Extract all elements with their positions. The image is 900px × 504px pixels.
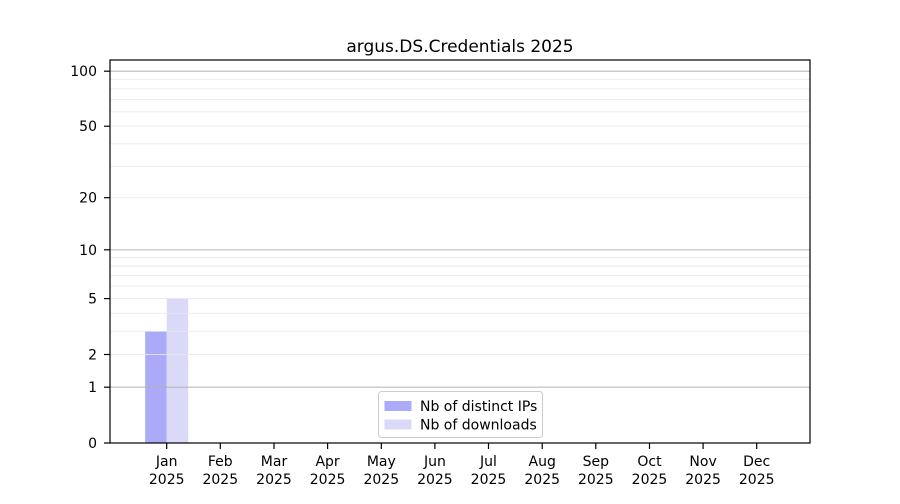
chart-title: argus.DS.Credentials 2025 xyxy=(346,37,573,57)
y-tick-label-5: 5 xyxy=(88,292,97,308)
x-tick-label-month-sep: Sep xyxy=(583,454,610,470)
x-tick-label-year-mar: 2025 xyxy=(256,472,292,488)
x-tick-label-year-may: 2025 xyxy=(363,472,399,488)
x-tick-label-year-dec: 2025 xyxy=(739,472,775,488)
x-tick-label-month-oct: Oct xyxy=(637,454,662,470)
legend-swatch-downloads xyxy=(384,419,412,430)
x-tick-label-month-aug: Aug xyxy=(529,454,556,470)
bar-nb-of-downloads-jan xyxy=(166,298,189,443)
plot-area: 0 1 2 5 10 20 50 100 Jan 2025 Feb 2025 Mar 2025 Apr 202… xyxy=(70,59,811,488)
legend-label-downloads: Nb of downloads xyxy=(420,418,537,434)
y-tick-label-50: 50 xyxy=(79,119,97,135)
x-tick-label-year-jan: 2025 xyxy=(149,472,185,488)
x-tick-label-month-mar: Mar xyxy=(261,454,288,470)
x-tick-label-year-oct: 2025 xyxy=(632,472,668,488)
x-tick-label-year-sep: 2025 xyxy=(578,472,614,488)
x-tick-label-year-aug: 2025 xyxy=(524,472,560,488)
x-tick-label-month-nov: Nov xyxy=(689,454,716,470)
x-tick-label-year-feb: 2025 xyxy=(202,472,238,488)
y-tick-label-1: 1 xyxy=(88,380,97,396)
x-tick-label-year-jul: 2025 xyxy=(471,472,507,488)
legend-swatch-distinct-ips xyxy=(384,401,412,411)
y-tick-label-2: 2 xyxy=(88,348,97,364)
x-tick-label-year-nov: 2025 xyxy=(685,472,721,488)
x-tick-label-month-apr: Apr xyxy=(315,454,339,470)
axes-spines xyxy=(109,59,811,444)
x-tick-label-month-feb: Feb xyxy=(208,454,233,470)
x-tick-label-month-jan: Jan xyxy=(155,454,178,470)
legend-box xyxy=(378,391,543,438)
y-tick-label-10: 10 xyxy=(79,243,97,259)
x-tick-label-month-may: May xyxy=(367,454,396,470)
legend-label-distinct-ips: Nb of distinct IPs xyxy=(420,399,537,415)
x-tick-label-month-jul: Jul xyxy=(479,454,497,470)
x-tick-label-year-jun: 2025 xyxy=(417,472,453,488)
x-tick-label-year-apr: 2025 xyxy=(310,472,346,488)
y-tick-label-20: 20 xyxy=(79,191,97,207)
y-tick-label-0: 0 xyxy=(88,436,97,452)
x-tick-label-month-dec: Dec xyxy=(743,454,770,470)
y-tick-label-100: 100 xyxy=(70,64,97,80)
legend: Nb of distinct IPs Nb of downloads xyxy=(378,391,543,438)
x-tick-label-month-jun: Jun xyxy=(423,454,446,470)
